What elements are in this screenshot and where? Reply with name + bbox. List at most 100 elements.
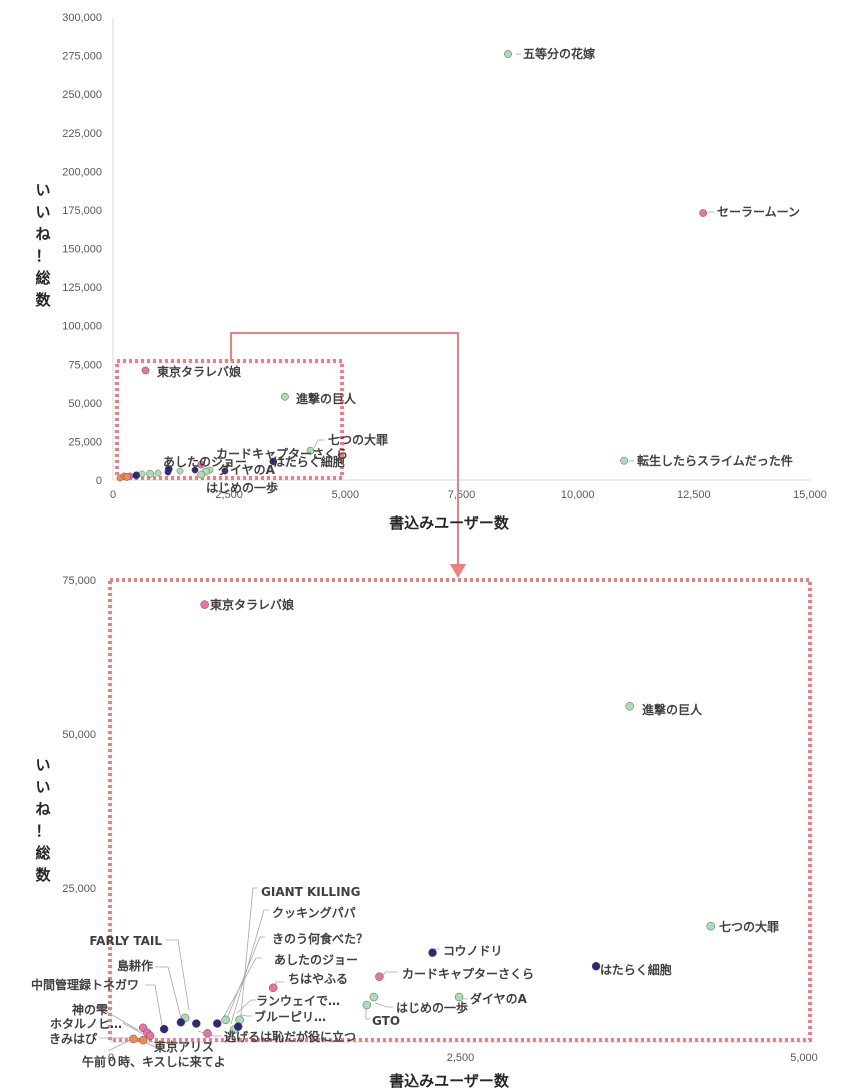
- y-tick-label: 225,000: [62, 128, 102, 140]
- point-label: ランウェイで…: [256, 994, 340, 1008]
- point-label: FARLY TAIL: [89, 934, 162, 948]
- data-point: [203, 1029, 212, 1038]
- y-tick-label: 75,000: [68, 359, 102, 371]
- y-tick-label: 25,000: [68, 436, 102, 448]
- zoom-region-box: [108, 578, 812, 1042]
- y-tick-label: 150,000: [62, 244, 102, 256]
- point-label: 東京タラレバ娘: [210, 597, 294, 612]
- zoom-connector-line: [230, 332, 459, 565]
- data-point: [362, 1000, 372, 1010]
- overview-chart: 0 25,000 50,000 75,000 100,000 125,000 150,000…: [35, 12, 827, 578]
- y-tick-label: 200,000: [62, 166, 102, 178]
- point-label: 午前０時、キスしに来てよ: [82, 1054, 226, 1069]
- data-point: [146, 469, 155, 478]
- point-label: ちはやふる: [288, 972, 348, 986]
- x-tick-label: 2,500: [447, 1052, 475, 1064]
- point-label: コウノドリ: [443, 944, 503, 958]
- data-point: [200, 600, 209, 609]
- data-point: [138, 1035, 148, 1045]
- point-label: ブルーピリ…: [254, 1009, 326, 1024]
- point-label: きみはぴ: [49, 1032, 97, 1046]
- point-label: ダイヤのA: [470, 991, 528, 1006]
- x-tick-label: 15,000: [793, 489, 827, 501]
- zoom-region-box: [115, 359, 344, 480]
- zoomed-chart: 25,000 50,000 75,000 0 2,500 5,000: [31, 575, 818, 1090]
- x-tick-label: 12,500: [677, 489, 711, 501]
- data-point: [145, 1031, 155, 1041]
- data-point: [306, 446, 315, 455]
- point-label: クッキングパパ: [272, 905, 356, 920]
- data-point: [620, 456, 628, 465]
- point-label: GTO: [372, 1014, 400, 1028]
- data-point: [141, 366, 150, 375]
- y-tick-label: 0: [96, 475, 102, 487]
- y-tick-label: 25,000: [62, 883, 96, 895]
- data-point: [212, 1019, 222, 1028]
- point-label: あしたのジョー: [274, 953, 358, 967]
- point-label: 中間管理録トネガワ: [31, 977, 139, 992]
- y-tick-label: 275,000: [62, 51, 102, 63]
- cluster-point: [154, 469, 162, 477]
- data-point: [454, 992, 464, 1002]
- zoom-connector-arrow: [450, 564, 466, 578]
- data-point: [281, 392, 289, 401]
- data-point: [197, 470, 206, 479]
- data-point: [197, 460, 206, 469]
- y-tick-label: 50,000: [68, 398, 102, 410]
- cluster-point: [221, 467, 229, 475]
- data-point: [129, 1034, 138, 1044]
- point-label: はじめの一歩: [396, 1000, 468, 1015]
- y-tick-label: 175,000: [62, 205, 102, 217]
- data-point: [123, 473, 131, 481]
- x-tick-label: 0: [108, 1052, 114, 1064]
- point-label: 進撃の巨人: [296, 391, 357, 406]
- point-label: 東京アリス: [154, 1039, 214, 1054]
- point-label: 七つの大罪: [328, 432, 388, 447]
- cluster-point: [176, 467, 184, 475]
- data-point: [706, 921, 715, 931]
- point-label: 島耕作: [117, 958, 153, 973]
- data-point: [591, 961, 601, 971]
- y-tick-label: 125,000: [62, 282, 102, 294]
- data-point: [504, 50, 512, 58]
- point-label: 神の雫: [72, 1002, 108, 1017]
- data-point: [233, 1022, 243, 1031]
- y-tick-label: 300,000: [62, 12, 102, 24]
- data-point: [164, 465, 173, 474]
- data-point: [269, 457, 278, 466]
- x-tick-label: 2,500: [215, 489, 243, 501]
- data-point: [375, 972, 384, 981]
- y-axis-title: いいね！総数: [35, 756, 51, 884]
- point-label: セーラームーン: [717, 205, 800, 219]
- data-point: [132, 471, 141, 480]
- x-axis-title: 書込みユーザー数: [389, 514, 510, 532]
- data-point: [159, 1024, 169, 1034]
- x-axis-title: 書込みユーザー数: [389, 1072, 510, 1090]
- point-label: GIANT KILLING: [261, 885, 360, 899]
- data-point: [428, 948, 437, 957]
- cluster-point: [191, 466, 199, 474]
- data-point: [369, 992, 379, 1002]
- point-label: ホタルノヒ…: [50, 1017, 122, 1031]
- point-label: 転生したらスライムだった件: [637, 453, 793, 468]
- point-label: 五等分の花嫁: [523, 46, 595, 61]
- data-point: [268, 983, 278, 993]
- y-tick-label: 75,000: [62, 575, 96, 587]
- data-point: [176, 1018, 186, 1027]
- y-axis-title: いいね！総数: [35, 181, 51, 309]
- x-tick-label: 7,500: [448, 489, 476, 501]
- point-label: はたらく細胞: [600, 962, 672, 977]
- x-tick-label: 0: [110, 489, 116, 501]
- point-label: カードキャプターさくら: [402, 966, 534, 981]
- y-tick-label: 100,000: [62, 321, 102, 333]
- x-tick-label: 5,000: [790, 1052, 818, 1064]
- point-label: 東京タラレバ娘: [157, 364, 241, 379]
- data-point: [221, 1015, 230, 1025]
- x-tick-label: 5,000: [332, 489, 360, 501]
- x-tick-label: 10,000: [561, 489, 595, 501]
- point-label: あしたのジョー: [163, 455, 247, 469]
- data-point: [699, 209, 707, 217]
- point-label: 逃げるは恥だが役に立つ: [224, 1029, 356, 1044]
- data-point: [192, 1019, 201, 1028]
- data-point: [625, 702, 634, 711]
